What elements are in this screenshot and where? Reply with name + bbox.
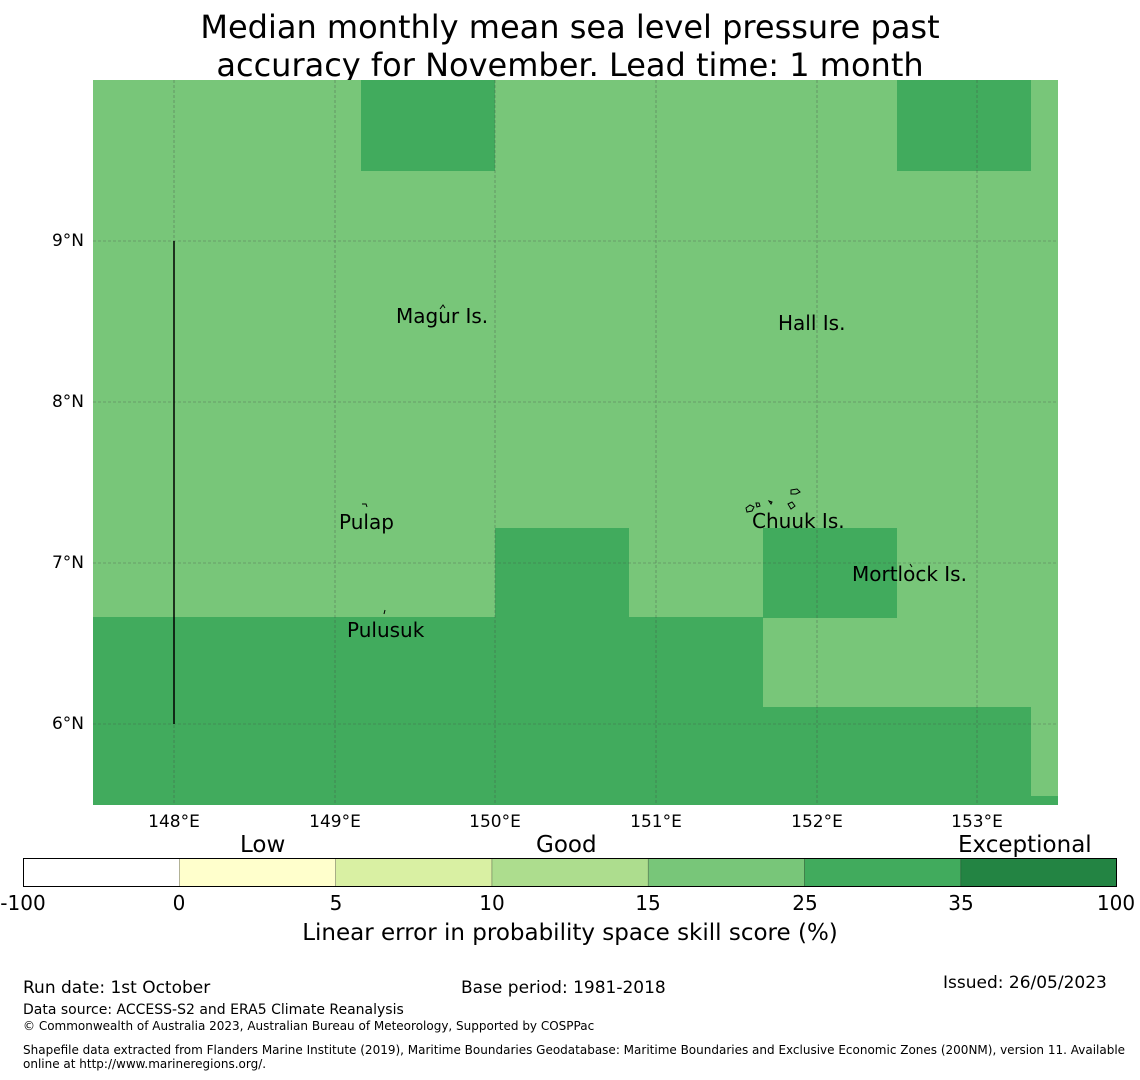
lat-label-8n: 8°N: [51, 392, 84, 412]
colorbar-segment-1: [23, 858, 180, 887]
colorbar-segment-4: [491, 858, 649, 887]
lat-label-6n: 6°N: [51, 714, 84, 734]
lon-label-151e: 151°E: [630, 812, 682, 832]
place-label-pulap: Pulap: [339, 510, 394, 534]
place-label-hall: Hall Is.: [778, 311, 846, 335]
legend-category-exceptional: Exceptional: [958, 832, 1092, 858]
place-label-magur: Magur Is.: [396, 304, 489, 328]
colorbar-segment-3: [335, 858, 492, 887]
lon-label-148e: 148°E: [148, 812, 200, 832]
chuuk-island-outline-1: [745, 504, 755, 513]
place-label-mortlock: Mortlock Is.: [852, 562, 967, 586]
chuuk-island-outline-5: [767, 500, 773, 505]
region-mid-center: [495, 528, 629, 618]
colorbar-tick: 10: [479, 891, 505, 915]
colorbar-tick: 5: [329, 891, 343, 915]
lat-label-7n: 7°N: [51, 553, 84, 573]
chuuk-island-outline-2: [755, 502, 761, 508]
run-date: Run date: 1st October: [23, 978, 211, 998]
colorbar-tick: 100: [1096, 891, 1136, 915]
pulap-island-outline: [362, 503, 368, 508]
colorbar-label: Linear error in probability space skill …: [302, 920, 838, 946]
region-mortlock: [763, 528, 897, 618]
shapefile-credit: Shapefile data extracted from Flanders M…: [23, 1043, 1126, 1071]
lon-label-149e: 149°E: [309, 812, 361, 832]
magur-island-outline: [439, 304, 446, 310]
graticule: [93, 80, 1058, 805]
colorbar-segment-7: [960, 858, 1117, 887]
skill-25-35-regions: [93, 80, 1058, 805]
base-period: Base period: 1981-2018: [461, 978, 666, 998]
lat-label-9n: 9°N: [51, 231, 84, 251]
skill-map: [93, 80, 1058, 805]
colorbar-tick: 15: [635, 891, 661, 915]
mortlock-island-outline: [909, 563, 913, 568]
region-top-right: [897, 80, 1031, 171]
colorbar: [23, 858, 1117, 887]
lon-label-150e: 150°E: [469, 812, 521, 832]
colorbar-segment-5: [648, 858, 805, 887]
colorbar-tick: 35: [948, 891, 974, 915]
map-title-line-1: Median monthly mean sea level pressure p…: [200, 8, 940, 46]
colorbar-segment-2: [179, 858, 336, 887]
map-title-line-2: accuracy for November. Lead time: 1 mont…: [216, 46, 924, 84]
colorbar-frame: [23, 858, 1117, 887]
data-source: Data source: ACCESS-S2 and ERA5 Climate …: [23, 1002, 404, 1018]
colorbar-segment-6: [804, 858, 961, 887]
lon-label-152e: 152°E: [791, 812, 843, 832]
colorbar-tick: 0: [172, 891, 186, 915]
pulusuk-island-outline: [383, 609, 386, 615]
island-outlines: [362, 304, 913, 615]
chuuk-island-outline-4: [787, 501, 796, 510]
chuuk-island-outline-3: [790, 488, 801, 495]
legend-category-good: Good: [536, 832, 597, 858]
colorbar-tick: 25: [792, 891, 818, 915]
region-top-center: [361, 80, 495, 171]
region-bottom-left: [93, 617, 763, 805]
copyright-notice: © Commonwealth of Australia 2023, Austra…: [23, 1019, 595, 1033]
place-label-pulusuk: Pulusuk: [347, 618, 425, 642]
lon-label-153e: 153°E: [951, 812, 1003, 832]
region-bottom-corner: [1031, 796, 1058, 805]
region-bottom-right: [763, 707, 1031, 805]
legend-category-low: Low: [240, 832, 286, 858]
place-label-chuuk: Chuuk Is.: [752, 509, 845, 533]
issued-date: Issued: 26/05/2023: [943, 973, 1107, 993]
colorbar-tick: -100: [0, 891, 46, 915]
